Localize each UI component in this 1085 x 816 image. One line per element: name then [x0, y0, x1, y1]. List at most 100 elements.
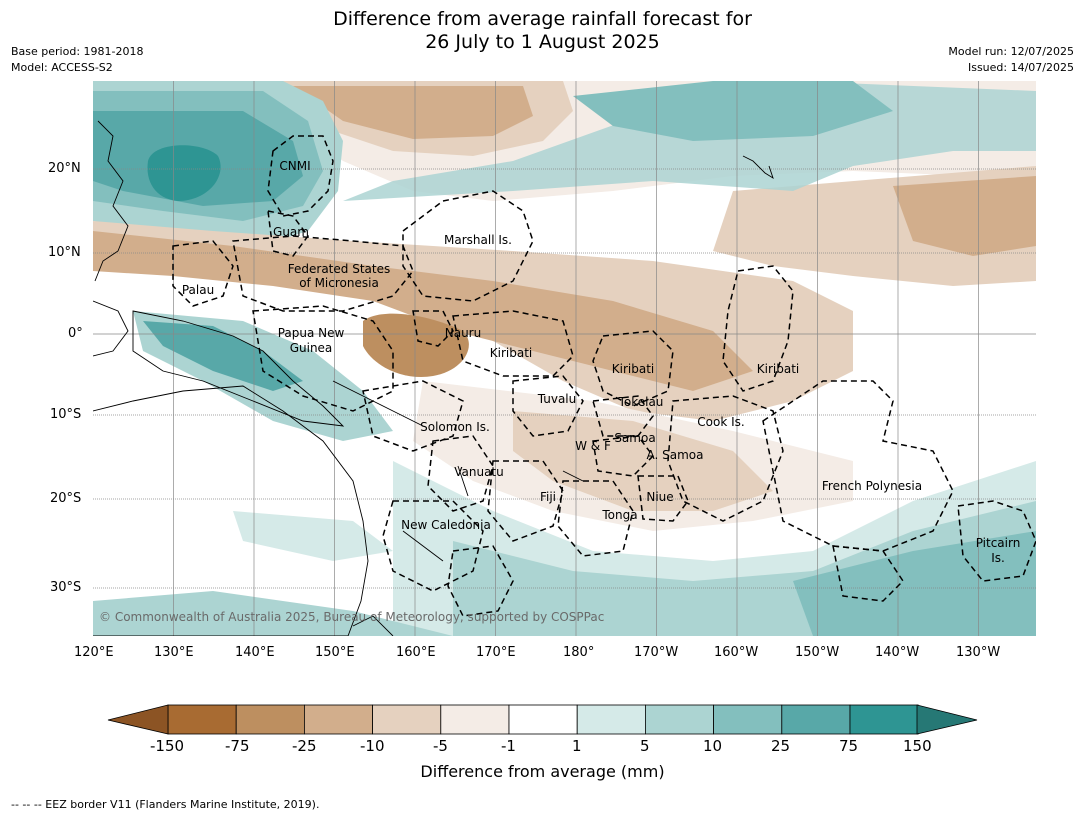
- eez-kiribati-east: [722, 265, 794, 392]
- eez-fiji: [487, 460, 564, 542]
- colorbar-tick-label: 1: [572, 737, 582, 755]
- lat-tick-label: 0°: [68, 326, 83, 341]
- wet-area-southwest: [233, 511, 393, 561]
- eez-vanuatu: [427, 435, 494, 512]
- place-label: Tonga: [601, 508, 637, 522]
- place-label: Vanuatu: [454, 465, 504, 479]
- place-label: New Caledonia: [401, 518, 491, 532]
- place-label: Guinea: [290, 341, 333, 355]
- lon-tick-label: 170°W: [634, 645, 679, 660]
- eez-marshall: [402, 190, 534, 302]
- eez-niue: [637, 475, 689, 522]
- colorbar: [107, 704, 978, 735]
- new-zealand-coast: [352, 615, 394, 636]
- colorbar-tick-label: 10: [703, 737, 723, 755]
- philippines-coast: [94, 120, 129, 282]
- colorbar-tick-label: -10: [360, 737, 385, 755]
- dry-area-south-mid: [513, 411, 773, 511]
- coastlines: [93, 120, 774, 636]
- place-label: of Micronesia: [299, 276, 379, 290]
- colorbar-segment: [440, 704, 510, 735]
- colorbar-tick-label: -75: [225, 737, 250, 755]
- eez-kiribati-west: [452, 310, 574, 377]
- lon-tick-label: 180°: [563, 645, 595, 660]
- place-labels: CNMI Guam Marshall Is. Federated States …: [182, 159, 1020, 565]
- new-guinea-coast: [132, 310, 345, 427]
- colorbar-segments: [167, 704, 919, 735]
- place-label: A. Samoa: [647, 448, 704, 462]
- eez-palau: [172, 240, 234, 307]
- vanuatu-coast: [457, 465, 469, 497]
- place-label: Kiribati: [757, 362, 799, 376]
- eez-fsm: [232, 235, 414, 312]
- colorbar-segment: [167, 704, 237, 735]
- lat-tick-label: 10°S: [50, 407, 82, 422]
- eez-guam: [267, 210, 309, 257]
- place-label: Federated States: [288, 262, 390, 276]
- lat-tick-label: 20°S: [50, 491, 82, 506]
- lon-tick-label: 160°W: [714, 645, 759, 660]
- place-label: Niue: [646, 490, 673, 504]
- place-label: Solomon Is.: [420, 420, 490, 434]
- place-label: French Polynesia: [822, 479, 922, 493]
- place-label: Samoa: [614, 431, 655, 445]
- model-run: Model run: 12/07/2025: [948, 45, 1074, 58]
- colorbar-tick-label: -1: [501, 737, 516, 755]
- lon-tick-label: 140°W: [875, 645, 920, 660]
- australia-coast: [93, 385, 369, 636]
- map-title-line1: Difference from average rainfall forecas…: [333, 8, 752, 30]
- place-label: Papua New: [278, 326, 345, 340]
- eez-solomon: [362, 380, 464, 452]
- colorbar-high-extension: [916, 704, 978, 735]
- hawaii-coast: [742, 155, 774, 180]
- eez-footnote: -- -- -- EEZ border V11 (Flanders Marine…: [11, 798, 320, 811]
- wet-area-northwest-peak: [147, 145, 221, 201]
- eez-tokelau: [592, 395, 654, 437]
- lon-tick-label: 130°W: [956, 645, 1001, 660]
- colorbar-segment: [508, 704, 578, 735]
- place-label: Kiribati: [490, 346, 532, 360]
- colorbar-segment: [645, 704, 715, 735]
- place-label: W & F: [575, 439, 611, 453]
- base-period: Base period: 1981-2018: [11, 45, 144, 58]
- new-caledonia-coast: [402, 530, 444, 562]
- lon-tick-label: 150°E: [315, 645, 355, 660]
- wet-area-north-streak-core: [573, 81, 893, 141]
- eez-kiribati-central: [592, 330, 674, 407]
- eez-cnmi: [267, 135, 334, 217]
- map-title-line2: 26 July to 1 August 2025: [425, 31, 660, 53]
- eez-french-polynesia: [762, 380, 954, 552]
- colorbar-tick-label: 5: [640, 737, 650, 755]
- dry-area-northeast-core: [893, 176, 1036, 256]
- colorbar-title: Difference from average (mm): [420, 762, 665, 781]
- colorbar-tick-label: 75: [839, 737, 859, 755]
- colorbar-tick-label: -150: [150, 737, 185, 755]
- wet-area-png-core: [143, 321, 303, 391]
- colorbar-tick-label: -5: [433, 737, 448, 755]
- eez-pitcairn: [957, 500, 1036, 582]
- colorbar-segment: [372, 704, 442, 735]
- lat-tick-label: 30°S: [50, 580, 82, 595]
- colorbar-tick-label: -25: [292, 737, 317, 755]
- wet-area-south-core: [793, 531, 1036, 636]
- place-label: Kiribati: [612, 362, 654, 376]
- anomaly-fields: [93, 81, 1036, 636]
- colorbar-segment: [713, 704, 783, 735]
- eez-tuvalu: [512, 375, 584, 437]
- place-label: Tokelau: [618, 395, 664, 409]
- place-label: CNMI: [279, 159, 310, 173]
- eez-borders: [172, 135, 1036, 617]
- colorbar-segment: [235, 704, 305, 735]
- eez-cook: [667, 395, 784, 522]
- colorbar-tick-label: 25: [771, 737, 791, 755]
- rainfall-anomaly-map: CNMI Guam Marshall Is. Federated States …: [93, 81, 1036, 636]
- lon-tick-label: 140°E: [235, 645, 275, 660]
- dry-band-equatorial-peak: [363, 313, 469, 377]
- eez-samoa: [592, 435, 654, 477]
- colorbar-low-extension: [107, 704, 169, 735]
- eez-south-central: [832, 545, 904, 602]
- lon-tick-label: 160°E: [396, 645, 436, 660]
- fiji-coast: [562, 470, 584, 482]
- place-label: Nauru: [445, 326, 481, 340]
- colorbar-segment: [781, 704, 851, 735]
